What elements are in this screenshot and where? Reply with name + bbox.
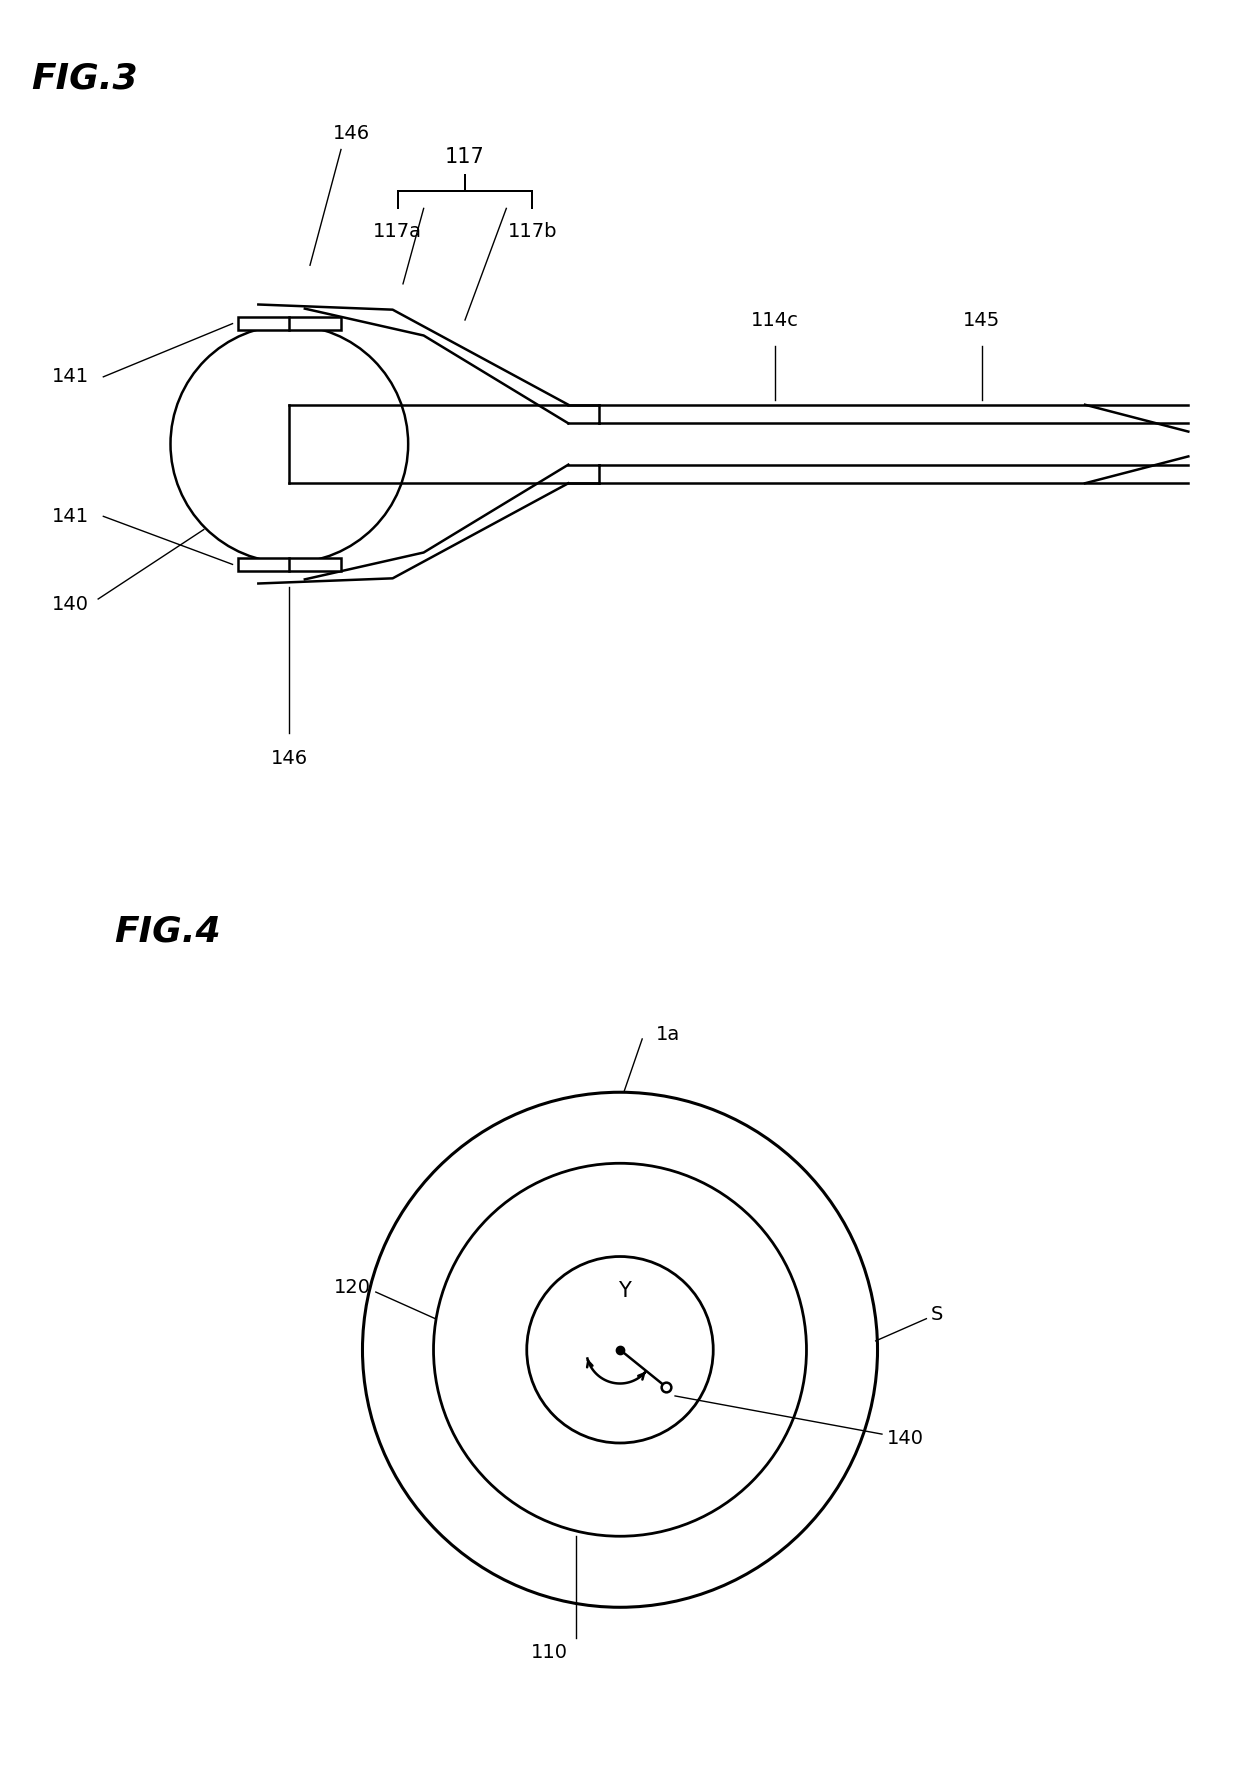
- Text: 110: 110: [531, 1643, 568, 1662]
- Text: 117: 117: [445, 147, 485, 167]
- Text: FIG.3: FIG.3: [31, 62, 138, 96]
- Text: S: S: [931, 1305, 944, 1323]
- Text: 141: 141: [52, 368, 89, 387]
- Text: 141: 141: [52, 506, 89, 526]
- Text: 114c: 114c: [751, 311, 799, 330]
- Text: 145: 145: [963, 311, 1001, 330]
- Text: 140: 140: [887, 1430, 924, 1447]
- Text: 140: 140: [52, 595, 89, 614]
- Text: 1a: 1a: [656, 1025, 680, 1044]
- Text: 146: 146: [332, 124, 370, 144]
- Text: 117b: 117b: [507, 222, 557, 242]
- Text: 117a: 117a: [373, 222, 423, 242]
- Text: Y: Y: [618, 1280, 631, 1300]
- Text: FIG.4: FIG.4: [114, 915, 221, 948]
- Bar: [238, 558, 341, 572]
- Text: 120: 120: [335, 1279, 371, 1296]
- Text: 146: 146: [270, 749, 308, 767]
- Bar: [238, 316, 341, 330]
